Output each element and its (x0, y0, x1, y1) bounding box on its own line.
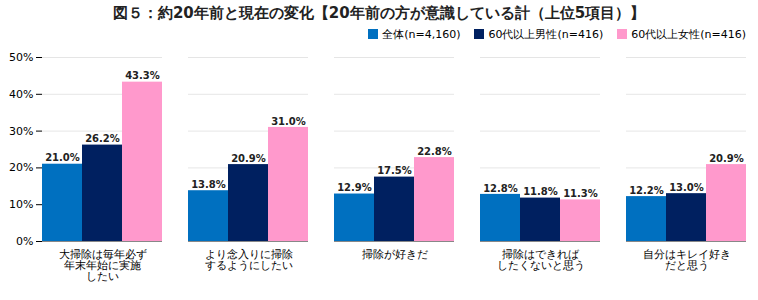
svg-text:20.9%: 20.9% (709, 153, 744, 164)
svg-text:31.0%: 31.0% (271, 116, 306, 127)
svg-text:大掃除は毎年必ず年末年始に実施したい: 大掃除は毎年必ず年末年始に実施したい (59, 248, 147, 283)
svg-text:11.8%: 11.8% (523, 186, 558, 197)
html-text:60代以上女性(n=416): 60代以上女性(n=416) (631, 27, 746, 41)
svg-text:20%: 20% (9, 161, 33, 174)
svg-text:自分はキレイ好きだと思う: 自分はキレイ好きだと思う (643, 248, 731, 272)
svg-text:11.3%: 11.3% (563, 188, 598, 199)
svg-text:17.5%: 17.5% (377, 165, 412, 176)
svg-text:掃除が好きだ: 掃除が好きだ (362, 248, 428, 261)
svg-text:43.3%: 43.3% (125, 70, 160, 81)
svg-text:掃除はできればしたくないと思う: 掃除はできればしたくないと思う (497, 248, 585, 272)
svg-text:50%: 50% (9, 51, 33, 64)
html-text:図５：約20年前と現在の変化【20年前の方が意識している計（: 図５：約20年前と現在の変化【20年前の方が意識している計（上位5項目）】 (112, 4, 646, 22)
svg-text:12.8%: 12.8% (483, 183, 518, 194)
svg-text:10%: 10% (9, 198, 33, 211)
svg-text:より念入りに掃除するようにしたい: より念入りに掃除するようにしたい (205, 248, 293, 272)
svg-text:21.0%: 21.0% (45, 152, 80, 163)
svg-text:12.2%: 12.2% (629, 185, 664, 196)
html-text:全体(n=4,160): 全体(n=4,160) (382, 27, 461, 41)
svg-text:12.9%: 12.9% (337, 182, 372, 193)
svg-text:13.8%: 13.8% (191, 179, 226, 190)
html-text:60代以上男性(n=416): 60代以上男性(n=416) (488, 27, 604, 41)
svg-text:26.2%: 26.2% (85, 133, 120, 144)
svg-text:0%: 0% (16, 235, 33, 248)
svg-text:13.0%: 13.0% (669, 182, 704, 193)
svg-text:30%: 30% (9, 125, 33, 138)
svg-text:22.8%: 22.8% (417, 146, 452, 157)
svg-text:40%: 40% (9, 88, 33, 101)
svg-text:20.9%: 20.9% (231, 153, 266, 164)
